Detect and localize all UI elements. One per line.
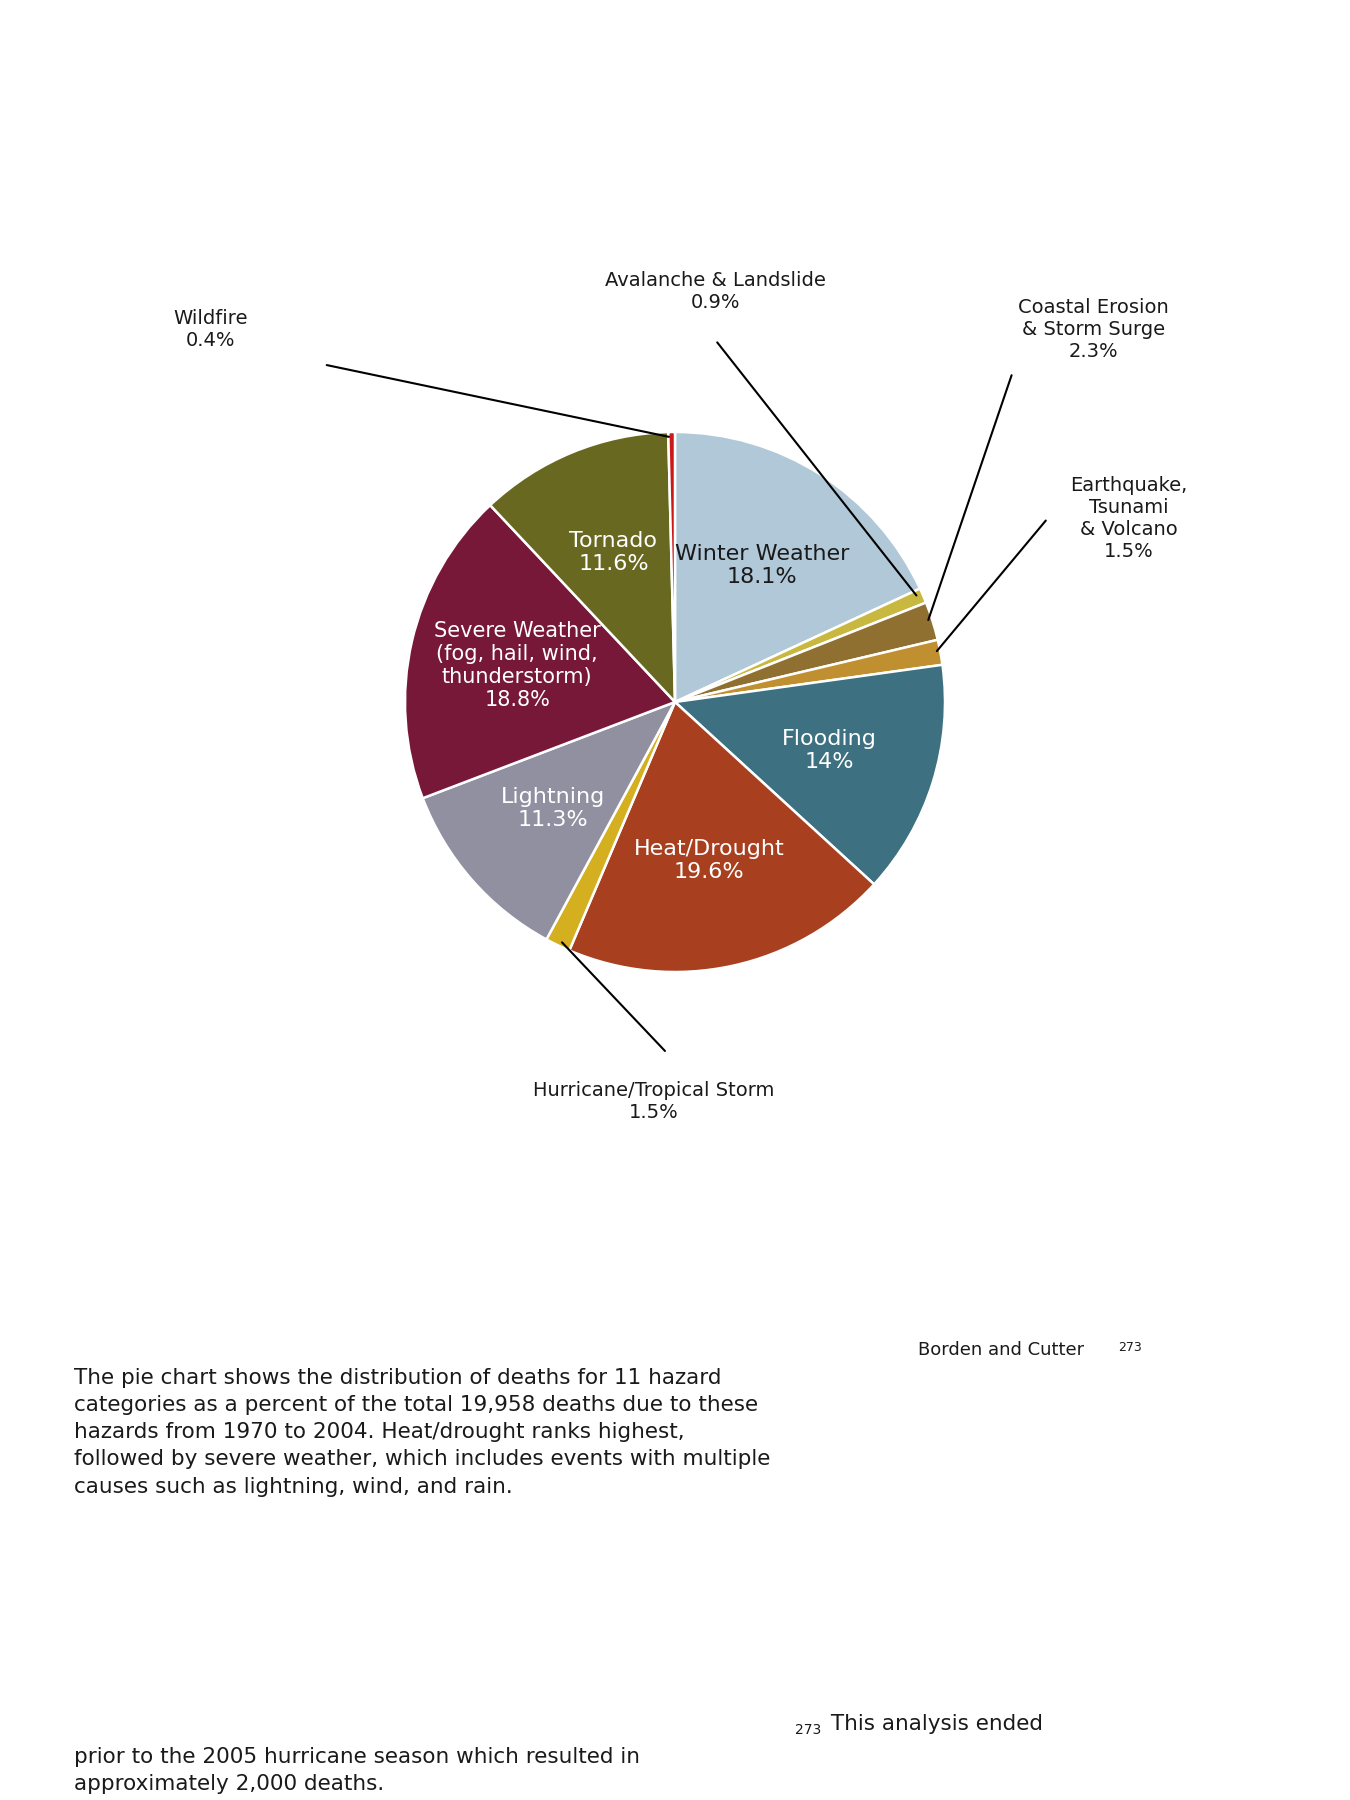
Text: Hurricane/Tropical Storm
1.5%: Hurricane/Tropical Storm 1.5% bbox=[533, 1082, 774, 1121]
Wedge shape bbox=[547, 702, 675, 950]
Wedge shape bbox=[423, 702, 675, 940]
Wedge shape bbox=[490, 432, 675, 702]
Text: 273: 273 bbox=[795, 1723, 821, 1737]
Wedge shape bbox=[675, 639, 942, 702]
Text: This analysis ended: This analysis ended bbox=[824, 1714, 1044, 1733]
Wedge shape bbox=[675, 589, 926, 702]
Text: Earthquake,
Tsunami
& Volcano
1.5%: Earthquake, Tsunami & Volcano 1.5% bbox=[1071, 475, 1187, 562]
Text: 273: 273 bbox=[1118, 1341, 1142, 1354]
Text: Lightning
11.3%: Lightning 11.3% bbox=[501, 787, 605, 830]
Text: Severe Weather
(fog, hail, wind,
thunderstorm)
18.8%: Severe Weather (fog, hail, wind, thunder… bbox=[433, 621, 601, 711]
Text: Heat/Drought
19.6%: Heat/Drought 19.6% bbox=[634, 839, 784, 882]
Text: Coastal Erosion
& Storm Surge
2.3%: Coastal Erosion & Storm Surge 2.3% bbox=[1018, 299, 1169, 360]
Wedge shape bbox=[570, 702, 875, 972]
Wedge shape bbox=[675, 664, 945, 884]
Text: Avalanche & Landslide
0.9%: Avalanche & Landslide 0.9% bbox=[605, 272, 826, 311]
Text: The pie chart shows the distribution of deaths for 11 hazard
categories as a per: The pie chart shows the distribution of … bbox=[74, 1368, 771, 1496]
Text: Flooding
14%: Flooding 14% bbox=[782, 729, 878, 772]
Wedge shape bbox=[668, 432, 675, 702]
Text: Borden and Cutter: Borden and Cutter bbox=[918, 1341, 1084, 1359]
Wedge shape bbox=[405, 506, 675, 797]
Wedge shape bbox=[675, 603, 938, 702]
Text: Tornado
11.6%: Tornado 11.6% bbox=[570, 531, 657, 574]
Wedge shape bbox=[675, 432, 919, 702]
Text: Winter Weather
18.1%: Winter Weather 18.1% bbox=[675, 544, 849, 587]
Text: Wildfire
0.4%: Wildfire 0.4% bbox=[173, 310, 248, 349]
Text: prior to the 2005 hurricane season which resulted in
approximately 2,000 deaths.: prior to the 2005 hurricane season which… bbox=[74, 1748, 640, 1795]
